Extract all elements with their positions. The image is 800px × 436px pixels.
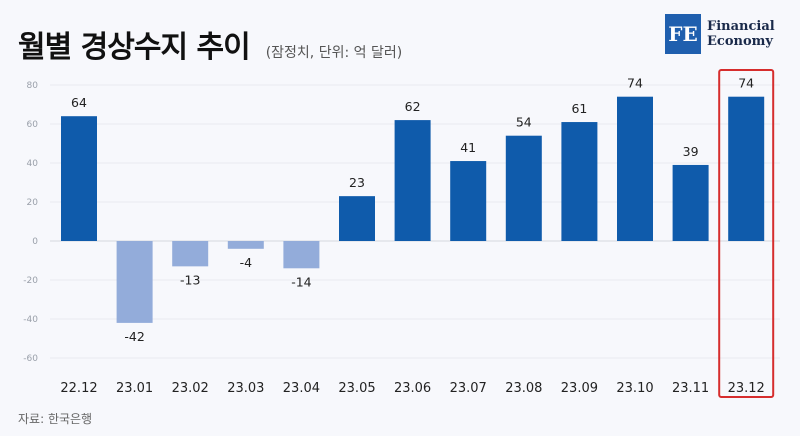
source-note: 자료: 한국은행 xyxy=(18,412,93,426)
data-label: 41 xyxy=(460,140,476,155)
y-tick-label: 40 xyxy=(27,159,39,169)
data-label: -13 xyxy=(180,272,200,287)
chart-title: 월별 경상수지 추이 xyxy=(18,30,251,65)
x-tick-label: 23.12 xyxy=(728,381,765,396)
data-label: 64 xyxy=(71,95,87,110)
x-tick-label: 23.01 xyxy=(116,381,153,396)
bar xyxy=(561,122,598,241)
bar xyxy=(450,161,487,241)
x-tick-label: 23.06 xyxy=(394,381,431,396)
data-label: -4 xyxy=(240,255,253,270)
bar xyxy=(61,116,97,241)
bar xyxy=(672,164,709,241)
bar xyxy=(728,96,765,241)
bar xyxy=(505,135,542,241)
data-label: -14 xyxy=(291,274,311,289)
data-label: 23 xyxy=(349,175,365,190)
data-label: 62 xyxy=(405,99,421,114)
x-tick-label: 23.08 xyxy=(505,381,542,396)
y-tick-label: 60 xyxy=(27,120,39,130)
y-tick-label: -40 xyxy=(23,315,38,325)
logo-text: Financial Economy xyxy=(707,19,775,49)
logo-line-1: Financial xyxy=(707,19,775,34)
data-label: 61 xyxy=(571,101,587,116)
y-tick-label: 80 xyxy=(27,81,39,91)
x-tick-label: 23.02 xyxy=(172,381,209,396)
logo-line-2: Economy xyxy=(707,34,773,49)
x-tick-label: 23.10 xyxy=(616,381,653,396)
data-label: 39 xyxy=(683,144,699,159)
data-label: 74 xyxy=(738,76,754,91)
x-tick-label: 23.09 xyxy=(561,381,598,396)
x-tick-label: 23.11 xyxy=(672,381,709,396)
highlight-box xyxy=(718,69,775,398)
x-tick-label: 23.03 xyxy=(227,381,264,396)
x-tick-label: 23.07 xyxy=(450,381,487,396)
data-label: 54 xyxy=(516,115,532,130)
chart-subtitle: (잠정치, 단위: 억 달러) xyxy=(265,45,403,61)
publisher-logo: FE Financial Economy xyxy=(665,14,775,54)
bar xyxy=(617,96,653,241)
bar xyxy=(283,241,320,269)
bar xyxy=(339,196,375,241)
bar xyxy=(394,120,431,241)
bar xyxy=(172,241,209,267)
logo-mark: FE xyxy=(665,14,701,54)
data-label: -42 xyxy=(124,329,144,344)
data-label: 74 xyxy=(627,76,643,91)
title-block: 월별 경상수지 추이 (잠정치, 단위: 억 달러) xyxy=(18,22,402,66)
bar xyxy=(227,241,264,249)
x-tick-label: 23.05 xyxy=(338,381,375,396)
y-tick-label: -60 xyxy=(23,354,38,364)
y-tick-label: 20 xyxy=(27,198,39,208)
bar xyxy=(116,241,153,323)
y-tick-label: 0 xyxy=(32,237,38,247)
y-tick-label: -20 xyxy=(23,276,38,286)
x-tick-label: 23.04 xyxy=(283,381,320,396)
x-tick-label: 22.12 xyxy=(60,381,97,396)
